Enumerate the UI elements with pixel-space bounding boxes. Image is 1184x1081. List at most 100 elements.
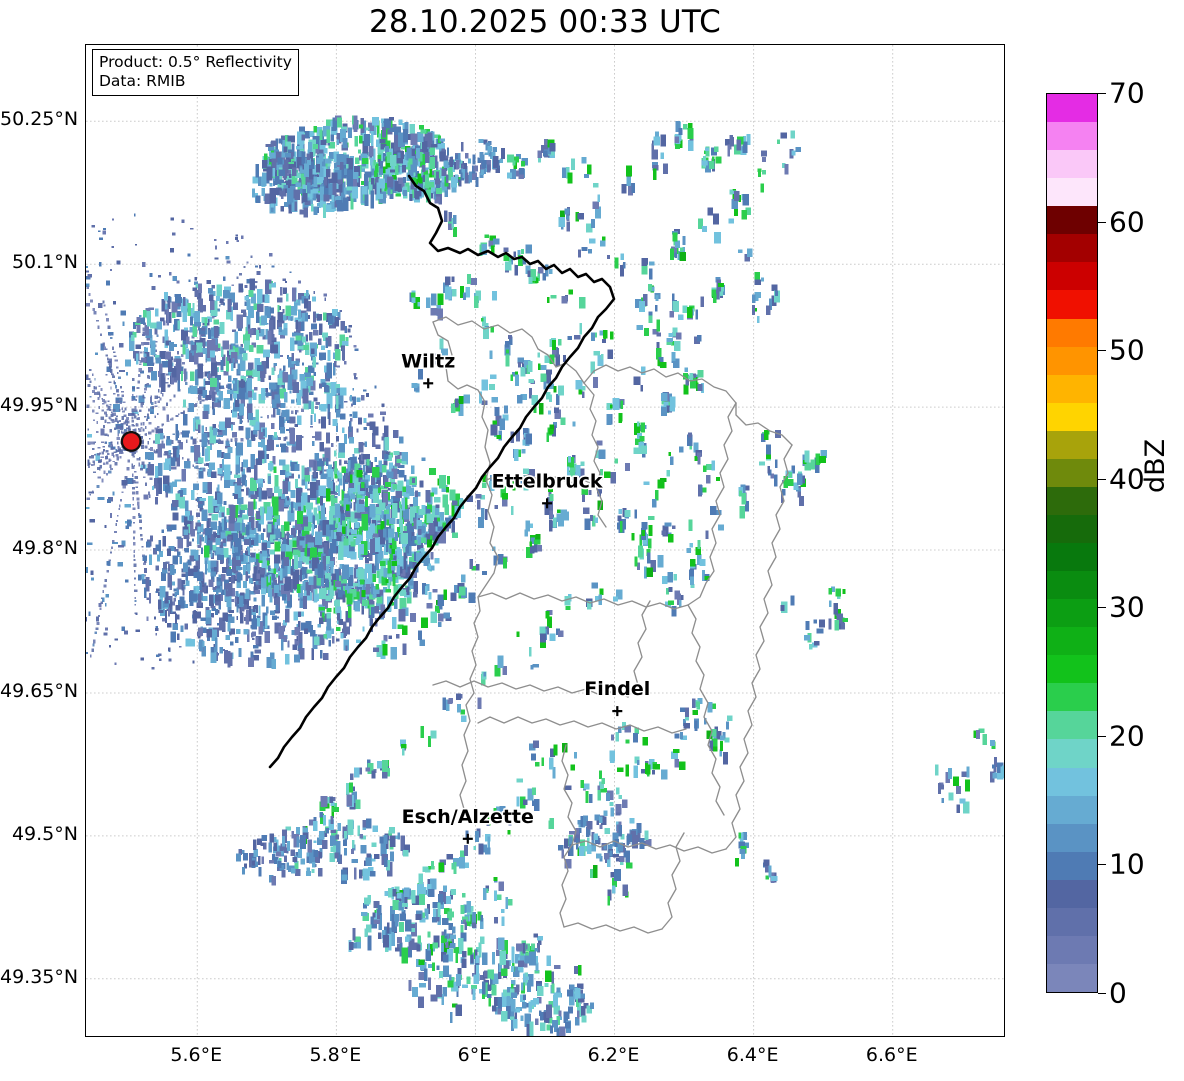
radar-echo-cell <box>266 166 273 181</box>
radar-echo-cell <box>154 415 157 419</box>
radar-echo-cell <box>167 526 173 532</box>
radar-echo-cell <box>280 544 288 552</box>
radar-echo-cell <box>261 439 265 448</box>
radar-echo-cell <box>312 515 316 530</box>
radar-echo-cell <box>272 455 276 465</box>
radar-echo-cell <box>310 625 314 633</box>
radar-echo-cell <box>320 473 328 479</box>
radar-echo-cell <box>237 507 241 515</box>
radar-echo-cell <box>649 268 653 280</box>
radar-echo-cell <box>248 537 252 548</box>
radar-echo-cell <box>397 465 405 469</box>
radar-echo-cell <box>271 158 277 169</box>
radar-echo-cell <box>711 289 716 297</box>
radar-echo-cell <box>492 291 497 301</box>
radar-echo-cell <box>253 496 256 510</box>
radar-echo-cell <box>142 331 146 336</box>
radar-echo-cell <box>274 515 280 520</box>
radar-echo-cell <box>344 626 350 635</box>
radar-echo-cell <box>133 577 137 580</box>
radar-echo-cell <box>274 432 277 438</box>
radar-echo-cell <box>260 366 265 382</box>
radar-echo-cell <box>283 323 288 329</box>
radar-echo-cell <box>418 151 423 162</box>
radar-echo-cell <box>287 481 291 492</box>
radar-echo-cell <box>404 122 409 134</box>
radar-echo-cell <box>319 495 324 506</box>
radar-echo-cell <box>251 618 257 630</box>
radar-echo-cell <box>412 536 417 547</box>
radar-echo-cell <box>253 586 258 593</box>
radar-echo-cell <box>376 570 380 579</box>
radar-echo-cell <box>247 403 253 419</box>
radar-echo-cell <box>219 617 225 631</box>
radar-echo-cell <box>383 456 388 466</box>
radar-echo-cell <box>135 344 141 350</box>
radar-echo-cell <box>308 159 315 169</box>
radar-echo-cell <box>278 575 284 592</box>
radar-echo-cell <box>559 210 566 221</box>
radar-echo-cell <box>331 194 335 202</box>
radar-echo-cell <box>405 133 411 140</box>
radar-echo-cell <box>269 152 276 159</box>
radar-map-panel[interactable]: Wiltz Ettelbruck Findel Esch/Alzette <box>85 44 1005 1037</box>
radar-echo-cell <box>329 560 334 568</box>
radar-echo-cell <box>410 572 417 578</box>
radar-echo-cell <box>326 524 331 537</box>
radar-echo-cell <box>96 467 100 471</box>
radar-echo-cell <box>118 508 120 510</box>
radar-echo-cell <box>392 573 396 587</box>
radar-echo-cell <box>287 559 291 574</box>
radar-echo-cell <box>100 458 103 461</box>
radar-echo-cell <box>206 538 213 553</box>
radar-echo-cell <box>343 544 349 558</box>
radar-echo-cell <box>386 454 392 461</box>
radar-echo-cell <box>255 311 260 323</box>
radar-echo-cell <box>104 602 107 607</box>
radar-echo-cell <box>233 393 237 399</box>
radar-echo-cell <box>241 488 245 492</box>
radar-echo-cell <box>298 474 300 479</box>
radar-echo-cell <box>295 479 298 489</box>
radar-echo-cell <box>184 327 189 331</box>
radar-echo-cell <box>326 458 329 466</box>
radar-echo-cell <box>131 398 134 401</box>
radar-echo-cell <box>235 628 241 634</box>
radar-echo-cell <box>495 415 502 426</box>
radar-echo-cell <box>549 394 553 403</box>
radar-echo-cell <box>177 538 184 549</box>
radar-echo-cell <box>335 423 338 432</box>
radar-echo-cell <box>156 483 159 496</box>
radar-echo-cell <box>373 565 377 574</box>
radar-echo-cell <box>582 507 590 514</box>
radar-echo-cell <box>298 611 305 617</box>
radar-echo-cell <box>276 409 281 415</box>
radar-echo-cell <box>620 400 624 410</box>
radar-echo-cell <box>600 469 603 480</box>
radar-echo-cell <box>354 522 360 528</box>
radar-echo-cell <box>590 515 593 522</box>
radar-echo-cell <box>137 320 140 323</box>
radar-echo-cell <box>425 174 429 189</box>
radar-echo-cell <box>313 206 318 215</box>
radar-echo-cell <box>212 408 215 416</box>
radar-echo-cell <box>227 447 233 453</box>
radar-echo-cell <box>197 520 201 533</box>
radar-echo-cell <box>760 150 767 157</box>
radar-echo-cell <box>368 122 374 132</box>
radar-echo-cell <box>195 555 200 569</box>
radar-echo-cell <box>141 546 144 548</box>
radar-echo-cell <box>399 597 407 613</box>
radar-echo-cell <box>352 411 358 419</box>
radar-echo-cell <box>270 334 275 341</box>
radar-echo-cell <box>310 630 316 637</box>
radar-echo-cell <box>109 645 111 648</box>
radar-echo-cell <box>103 400 107 404</box>
radar-echo-cell <box>221 475 224 478</box>
radar-echo-cell <box>108 559 112 562</box>
radar-echo-cell <box>113 380 116 384</box>
radar-echo-cell <box>407 532 412 546</box>
radar-echo-cell <box>215 374 222 381</box>
radar-echo-cell <box>537 267 544 274</box>
radar-echo-cell <box>315 402 320 405</box>
